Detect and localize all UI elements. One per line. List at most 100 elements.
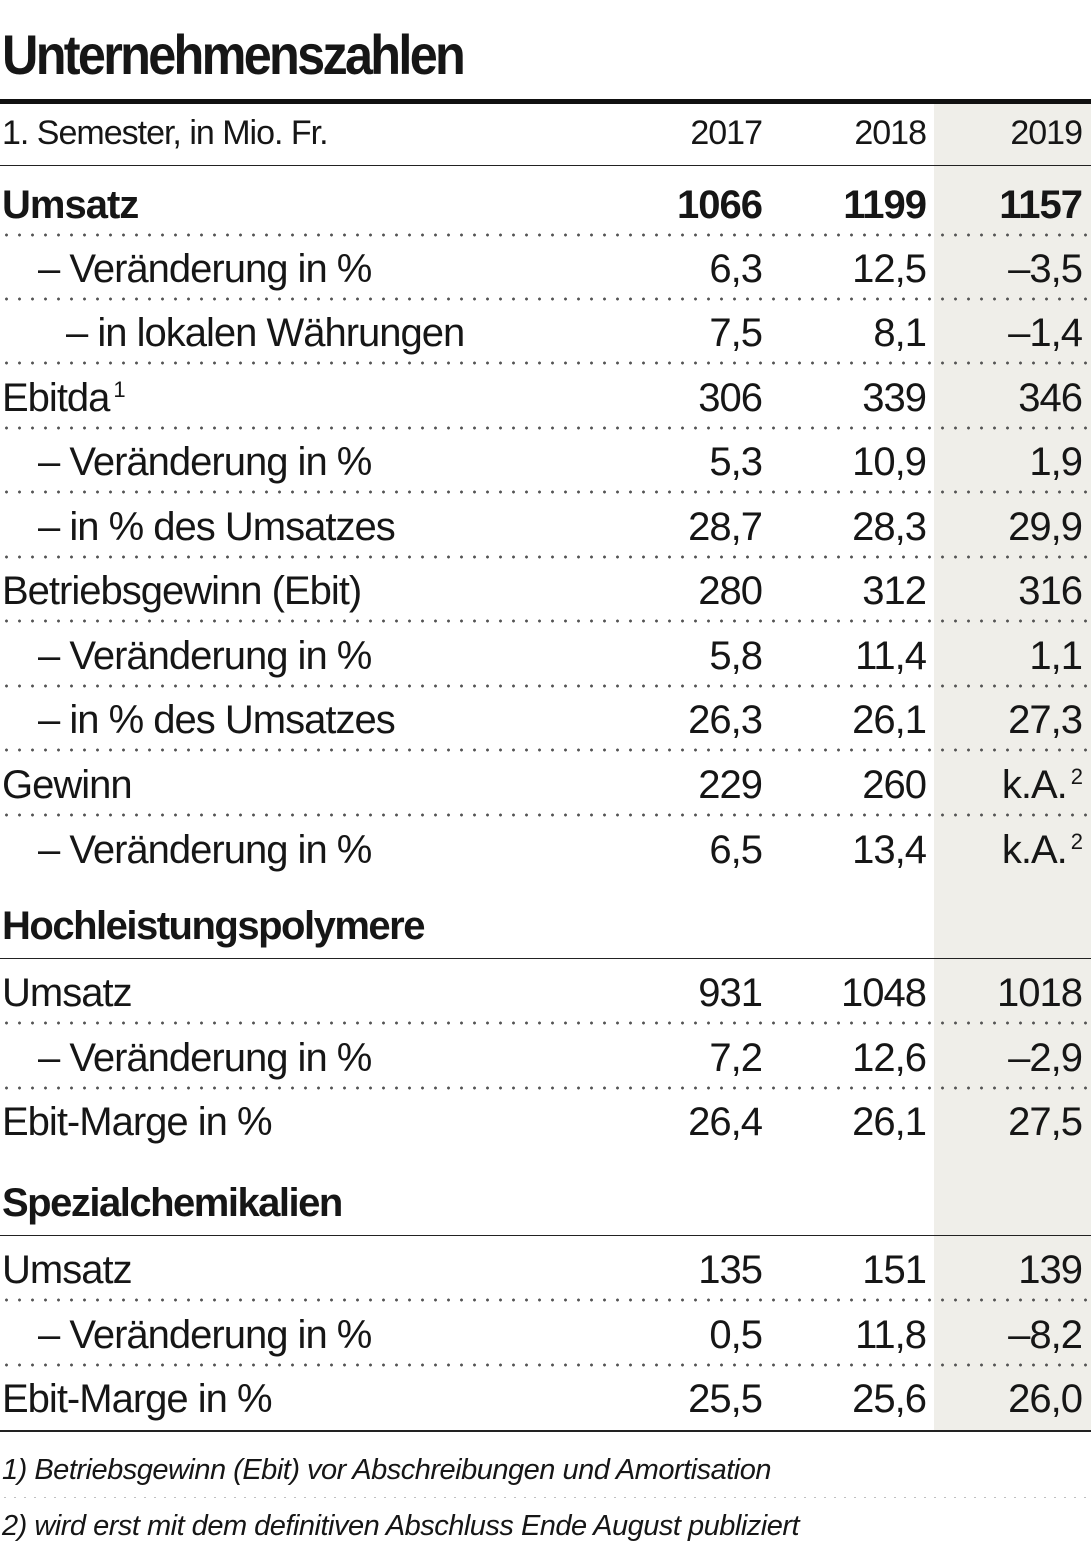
cell-2019: 316 xyxy=(1018,569,1083,613)
cell-2017: 229 xyxy=(698,763,763,807)
cell-2019: 1,1 xyxy=(1029,634,1083,678)
table-header-row: 1. Semester, in Mio. Fr. 2017 2018 2019 xyxy=(0,104,1091,166)
cell-2017: 0,5 xyxy=(709,1313,763,1357)
cell-2017: 26,3 xyxy=(688,698,763,742)
row-label: – Veränderung in % xyxy=(38,247,372,291)
header-year-2019: 2019 xyxy=(1010,114,1083,152)
table-row-sc-change: – Veränderung in % 0,5 11,8 –8,2 xyxy=(0,1303,1091,1367)
cell-2018: 8,1 xyxy=(873,311,927,355)
cell-2017: 7,2 xyxy=(709,1036,763,1080)
header-label: 1. Semester, in Mio. Fr. xyxy=(2,114,329,152)
table-bottom-rule xyxy=(0,1430,1091,1432)
cell-2017: 280 xyxy=(698,569,763,613)
section-title: Spezialchemikalien xyxy=(2,1181,343,1225)
cell-2017: 5,8 xyxy=(709,634,763,678)
row-label: – Veränderung in % xyxy=(38,634,372,678)
table-row-umsatz: Umsatz 1066 1199 1157 xyxy=(0,173,1091,237)
cell-2019: k.A. 2 xyxy=(922,826,1083,874)
row-label: – in lokalen Währungen xyxy=(66,311,465,355)
row-label: Gewinn xyxy=(2,763,133,807)
cell-2017: 7,5 xyxy=(709,311,763,355)
footnote-divider xyxy=(0,1497,1091,1498)
cell-2018: 11,4 xyxy=(855,634,927,678)
header-year-2017: 2017 xyxy=(690,114,763,152)
row-label: – Veränderung in % xyxy=(38,1313,372,1357)
cell-2017: 6,3 xyxy=(709,247,763,291)
table-row-gewinn: Gewinn 229 260 k.A. 2 xyxy=(0,753,1091,817)
table-row-gewinn-change: – Veränderung in % 6,5 13,4 k.A. 2 xyxy=(0,818,1091,882)
row-label: Umsatz xyxy=(2,183,139,227)
cell-2018: 1048 xyxy=(841,971,927,1015)
row-label: Umsatz xyxy=(2,1248,133,1292)
cell-2017: 1066 xyxy=(677,183,763,227)
row-label: – Veränderung in % xyxy=(38,828,372,872)
footnote-ref-2: 2 xyxy=(1070,763,1083,789)
cell-2019: 1,9 xyxy=(1029,440,1083,484)
cell-value: k.A. xyxy=(1001,828,1068,872)
cell-2018: 26,1 xyxy=(852,698,927,742)
header-year-2018: 2018 xyxy=(854,114,927,152)
cell-2018: 1199 xyxy=(843,183,927,227)
cell-2017: 26,4 xyxy=(688,1100,763,1144)
cell-2018: 11,8 xyxy=(855,1313,927,1357)
cell-2018: 13,4 xyxy=(852,828,927,872)
table-row-ebitda-change: – Veränderung in % 5,3 10,9 1,9 xyxy=(0,430,1091,494)
section-header-spezialchemikalien: Spezialchemikalien xyxy=(0,1172,1091,1236)
cell-2019: 27,3 xyxy=(1008,698,1083,742)
ebitda-label-text: Ebitda xyxy=(2,376,110,420)
cell-2017: 306 xyxy=(698,376,763,420)
table-row-ebit: Betriebsgewinn (Ebit) 280 312 316 xyxy=(0,559,1091,623)
table-row-sc-marge: Ebit-Marge in % 25,5 25,6 26,0 xyxy=(0,1367,1091,1431)
table-row-ebit-pct: – in % des Umsatzes 26,3 26,1 27,3 xyxy=(0,688,1091,752)
cell-2019: 27,5 xyxy=(1008,1100,1083,1144)
cell-2019: 29,9 xyxy=(1008,505,1083,549)
cell-2019: 1157 xyxy=(999,183,1083,227)
cell-2018: 151 xyxy=(862,1248,927,1292)
cell-2017: 931 xyxy=(698,971,763,1015)
title-rule xyxy=(0,99,1091,104)
row-label: Ebit-Marge in % xyxy=(2,1377,273,1421)
row-label: – in % des Umsatzes xyxy=(38,505,396,549)
section-header-hochleistungspolymere: Hochleistungspolymere xyxy=(0,895,1091,959)
cell-2019: –8,2 xyxy=(1008,1313,1083,1357)
cell-2018: 260 xyxy=(862,763,927,807)
cell-2019: –1,4 xyxy=(1008,311,1083,355)
cell-2018: 12,5 xyxy=(852,247,927,291)
cell-2017: 28,7 xyxy=(688,505,763,549)
cell-2017: 135 xyxy=(698,1248,763,1292)
cell-2019: 346 xyxy=(1018,376,1083,420)
footnote-1: 1) Betriebsgewinn (Ebit) vor Abschreibun… xyxy=(2,1454,772,1486)
cell-2018: 28,3 xyxy=(852,505,927,549)
cell-2018: 10,9 xyxy=(852,440,927,484)
footnote-2: 2) wird erst mit dem definitiven Abschlu… xyxy=(2,1510,800,1542)
cell-2019: 26,0 xyxy=(1008,1377,1083,1421)
row-label: Betriebsgewinn (Ebit) xyxy=(2,569,362,613)
table-row-ebit-change: – Veränderung in % 5,8 11,4 1,1 xyxy=(0,624,1091,688)
cell-2018: 312 xyxy=(862,569,927,613)
row-label: – Veränderung in % xyxy=(38,1036,372,1080)
cell-2017: 25,5 xyxy=(688,1377,763,1421)
cell-2018: 25,6 xyxy=(852,1377,927,1421)
cell-2019: 139 xyxy=(1018,1248,1083,1292)
table-row-hp-umsatz: Umsatz 931 1048 1018 xyxy=(0,961,1091,1025)
section-title: Hochleistungspolymere xyxy=(2,904,425,948)
table-row-umsatz-local: – in lokalen Währungen 7,5 8,1 –1,4 xyxy=(0,301,1091,365)
row-label: Umsatz xyxy=(2,971,133,1015)
footnote-ref-2: 2 xyxy=(1070,828,1083,854)
table-row-sc-umsatz: Umsatz 135 151 139 xyxy=(0,1238,1091,1302)
table-row-ebitda-pct: – in % des Umsatzes 28,7 28,3 29,9 xyxy=(0,495,1091,559)
table-row-hp-change: – Veränderung in % 7,2 12,6 –2,9 xyxy=(0,1026,1091,1090)
cell-2018: 339 xyxy=(862,376,927,420)
cell-2019: –3,5 xyxy=(1008,247,1083,291)
cell-2019: 1018 xyxy=(997,971,1083,1015)
cell-2017: 5,3 xyxy=(709,440,763,484)
row-label: – Veränderung in % xyxy=(38,440,372,484)
row-label: Ebitda 1 xyxy=(2,374,126,422)
table-row-ebitda: Ebitda 1 306 339 346 xyxy=(0,366,1091,430)
cell-2018: 12,6 xyxy=(852,1036,927,1080)
row-label: Ebit-Marge in % xyxy=(2,1100,273,1144)
cell-2017: 6,5 xyxy=(709,828,763,872)
table-row-umsatz-change: – Veränderung in % 6,3 12,5 –3,5 xyxy=(0,237,1091,301)
cell-2019: –2,9 xyxy=(1008,1036,1083,1080)
